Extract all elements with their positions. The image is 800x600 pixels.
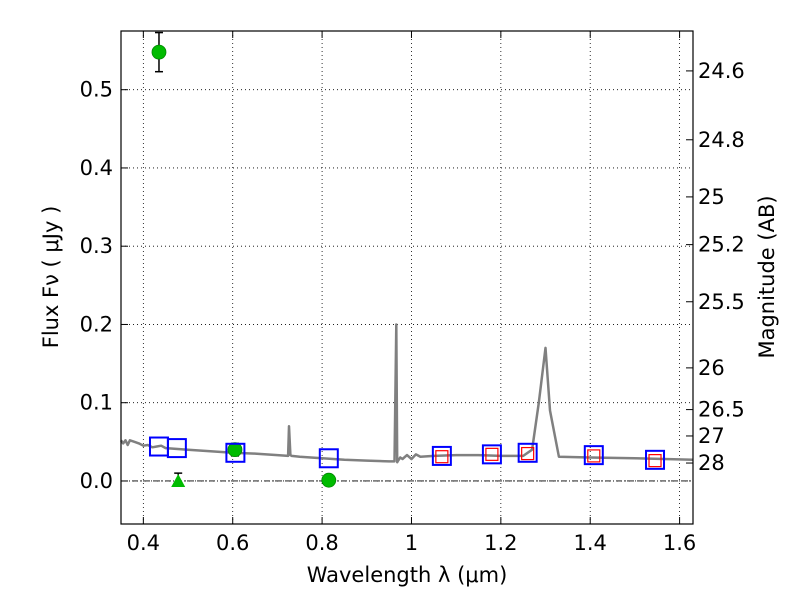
synthetic-photometry-square (481, 444, 502, 465)
y2-tick-label: 28 (698, 451, 725, 475)
x-tick-label: 1.2 (484, 531, 517, 555)
y2-tick-label: 24.6 (698, 59, 745, 83)
y-tick-label: 0.2 (80, 312, 113, 336)
model-spectrum-line (119, 323, 694, 464)
photometry-point (321, 472, 337, 488)
photometry-point (151, 44, 167, 60)
y2-tick-label: 26.5 (698, 398, 745, 422)
y-tick-label: 0.1 (80, 391, 113, 415)
x-tick-label: 0.6 (216, 531, 249, 555)
y2-tick-label: 25.2 (698, 233, 745, 257)
y-tick-label: 0.0 (80, 469, 113, 493)
reference-square (648, 454, 662, 468)
x-tick-label: 1 (405, 531, 418, 555)
x-tick-label: 1.4 (574, 531, 607, 555)
synthetic-photometry-square (225, 442, 246, 463)
y2-tick-label: 24.8 (698, 128, 745, 152)
plot-area (119, 31, 694, 488)
y2-axis-ticks: 24.6 24.8 25 25.2 25.5 26 26.527 28 (686, 59, 745, 475)
x-tick-label: 0.4 (127, 531, 160, 555)
y-axis-label: Flux Fν ( μJy ) (39, 206, 63, 349)
reference-square (587, 449, 601, 463)
y-tick-label: 0.5 (80, 78, 113, 102)
y2-tick-label: 25 (698, 185, 725, 209)
x-axis-ticks: 0.4 0.6 0.8 1 1.2 1.4 1.6 (127, 31, 696, 555)
y2-tick-label: 27 (698, 424, 725, 448)
x-tick-label: 0.8 (305, 531, 338, 555)
y2-tick-label: 25.5 (698, 290, 745, 314)
reference-square (435, 450, 449, 464)
reference-square (485, 447, 499, 461)
synthetic-photometry-square (166, 438, 187, 459)
y2-axis-label: Magnitude (AB) (755, 195, 779, 358)
y2-tick-label: 26 (698, 356, 725, 380)
y-axis-ticks: 0.0 0.1 0.2 0.3 0.4 0.5 (80, 78, 128, 493)
synthetic-photometry-square (517, 442, 538, 463)
x-tick-label: 1.6 (663, 531, 696, 555)
synthetic-photometry-square (645, 449, 666, 470)
synthetic-photometry-square (318, 448, 339, 469)
y-tick-label: 0.3 (80, 234, 113, 258)
y-tick-label: 0.4 (80, 156, 113, 180)
plot-frame (120, 30, 694, 525)
synthetic-photometry-square (583, 445, 604, 466)
x-axis-label: Wavelength λ (μm) (307, 563, 508, 587)
upper-limit-triangle (171, 473, 186, 487)
synthetic-photometry-square (431, 445, 452, 466)
reference-square (521, 446, 535, 461)
photometry-point (227, 442, 243, 458)
